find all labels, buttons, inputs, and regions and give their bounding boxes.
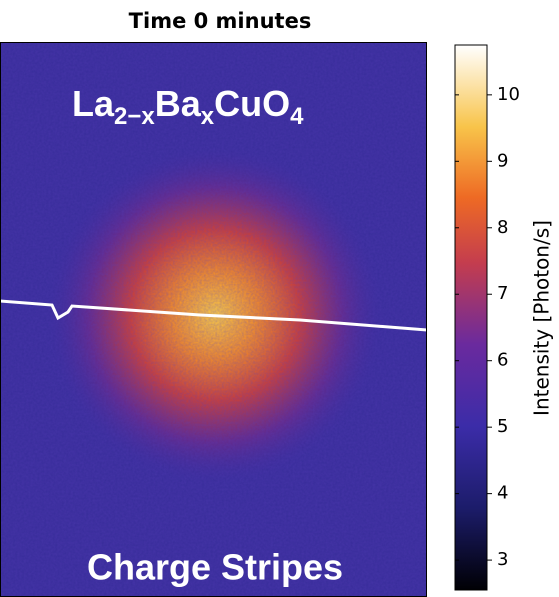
formula-subscript: 4 [290,103,304,130]
heatmap-image [0,42,428,597]
tick-label: 9 [497,150,508,171]
formula-annotation: La2−xBaxCuO4 [72,83,304,131]
colorbar [454,44,488,591]
tick-label: 5 [497,416,508,437]
formula-subscript: 2−x [114,103,155,130]
formula-subscript: x [201,103,215,130]
tick-label: 7 [497,283,508,304]
formula-part: La [72,83,115,124]
tick-label: 4 [497,483,508,504]
tick-label: 6 [497,350,508,371]
chart-title: Time 0 minutes [129,9,312,33]
formula-part: CuO [214,83,290,124]
tick-label: 10 [497,84,520,105]
tick-label: 3 [497,549,508,570]
formula-part: Ba [155,83,202,124]
label-annotation: Charge Stripes [87,547,343,588]
colorbar-label: Intensity [Photon/s] [530,220,554,416]
tick-label: 8 [497,217,508,238]
